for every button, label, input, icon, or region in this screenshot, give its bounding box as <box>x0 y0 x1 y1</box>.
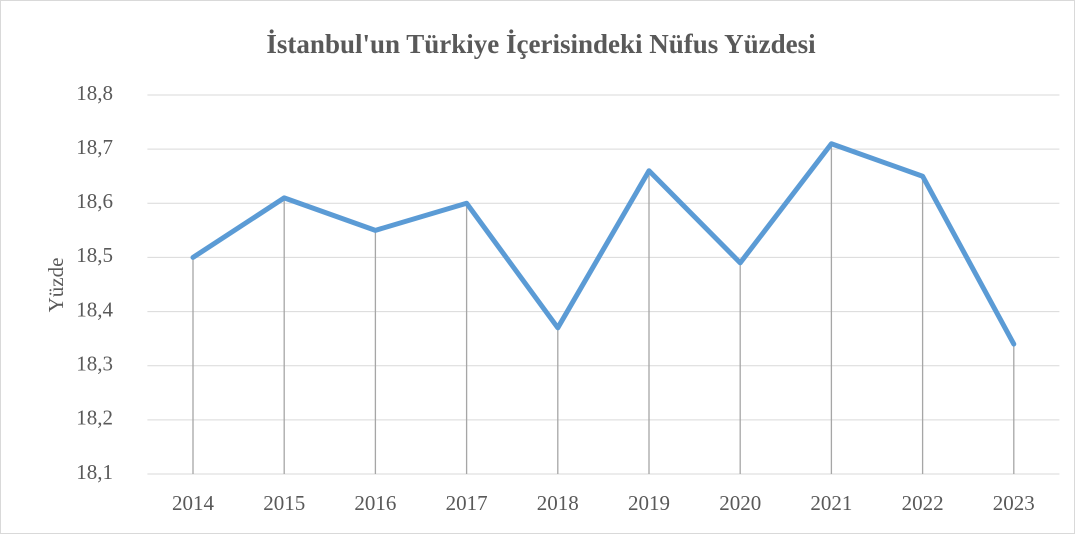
y-tick-label: 18,1 <box>76 460 113 484</box>
x-tick-label: 2022 <box>902 491 944 515</box>
y-tick-label: 18,3 <box>76 352 113 376</box>
x-tick-label: 2019 <box>628 491 670 515</box>
y-axis-label: Yüzde <box>44 258 68 313</box>
y-tick-label: 18,8 <box>76 81 113 105</box>
y-tick-label: 18,6 <box>76 189 113 213</box>
x-tick-label: 2015 <box>263 491 305 515</box>
y-tick-label: 18,5 <box>76 243 113 267</box>
y-tick-label: 18,4 <box>76 297 113 321</box>
y-tick-label: 18,7 <box>76 135 113 159</box>
x-tick-label: 2020 <box>719 491 761 515</box>
x-tick-label: 2016 <box>354 491 396 515</box>
x-tick-label: 2018 <box>537 491 579 515</box>
x-tick-label: 2023 <box>993 491 1035 515</box>
x-tick-label: 2014 <box>172 491 215 515</box>
y-tick-label: 18,2 <box>76 406 113 430</box>
data-line <box>190 141 1017 347</box>
chart-title: İstanbul'un Türkiye İçerisindeki Nüfus Y… <box>266 29 816 59</box>
x-tick-label: 2017 <box>446 491 488 515</box>
x-tick-label: 2021 <box>810 491 852 515</box>
